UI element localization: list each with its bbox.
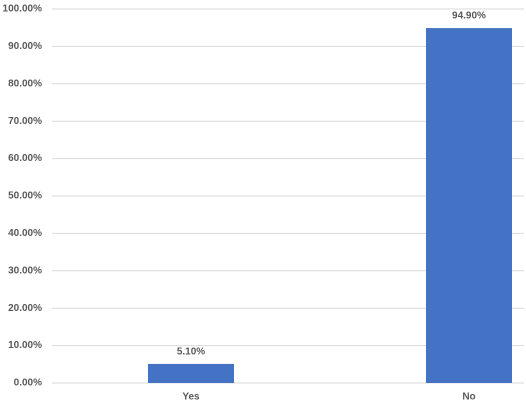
y-tick-label: 60.00% — [8, 153, 42, 164]
bar — [426, 28, 512, 383]
x-tick-label: Yes — [182, 392, 200, 403]
data-label: 94.90% — [452, 11, 486, 22]
y-tick-label: 70.00% — [8, 116, 42, 127]
bar — [148, 363, 234, 383]
y-tick-label: 20.00% — [8, 303, 42, 314]
x-tick-label: No — [462, 392, 475, 403]
y-tick-label: 80.00% — [8, 78, 42, 89]
y-tick-label: 0.00% — [14, 378, 42, 389]
y-tick-label: 10.00% — [8, 340, 42, 351]
y-tick-label: 90.00% — [8, 41, 42, 52]
y-tick-label: 40.00% — [8, 228, 42, 239]
y-tick-label: 30.00% — [8, 265, 42, 276]
data-label: 5.10% — [177, 347, 205, 358]
y-tick-label: 100.00% — [3, 4, 43, 15]
y-tick-label: 50.00% — [8, 191, 42, 202]
